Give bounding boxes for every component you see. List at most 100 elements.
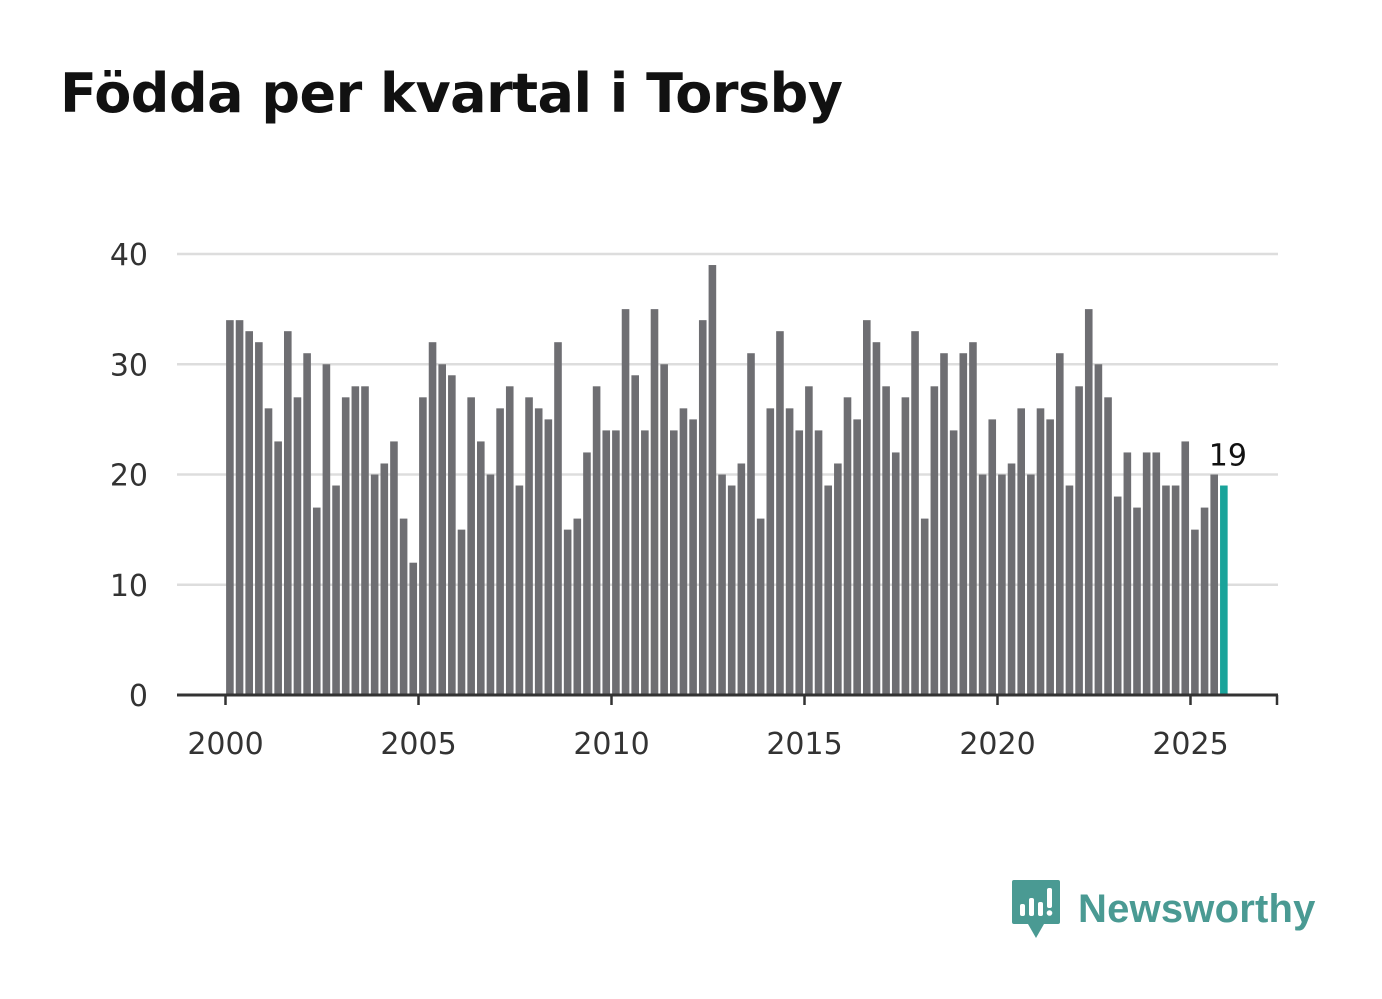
bar xyxy=(1210,474,1218,695)
y-tick-label: 10 xyxy=(110,569,148,604)
bar xyxy=(824,485,832,695)
bar xyxy=(872,342,881,695)
bar xyxy=(698,320,707,695)
bar xyxy=(911,331,919,695)
bar xyxy=(1056,353,1064,695)
bar xyxy=(1191,529,1199,696)
x-tick-label: 2005 xyxy=(380,727,456,762)
bar xyxy=(544,419,553,696)
bar xyxy=(486,474,495,695)
bar xyxy=(998,474,1006,695)
x-tick-label: 2010 xyxy=(573,727,649,762)
x-tick-label: 2025 xyxy=(1152,727,1228,762)
bar xyxy=(670,430,678,695)
bar xyxy=(341,397,350,695)
bar xyxy=(448,375,456,695)
bar xyxy=(766,408,775,695)
bar xyxy=(419,397,427,695)
bar xyxy=(409,562,418,695)
x-tick-label: 2020 xyxy=(959,727,1035,762)
bar xyxy=(727,485,736,695)
gridlines xyxy=(177,252,1278,586)
bar xyxy=(901,397,910,695)
bar xyxy=(563,529,572,696)
newsworthy-logo-icon xyxy=(1012,880,1060,938)
bar xyxy=(795,430,804,695)
brand-logo: Newsworthy xyxy=(1010,878,1316,940)
bar xyxy=(1142,452,1151,695)
bar xyxy=(920,518,929,695)
bar xyxy=(1007,463,1016,695)
bar xyxy=(525,397,533,695)
bar xyxy=(534,408,543,695)
bar xyxy=(1046,419,1054,696)
bar xyxy=(834,463,842,695)
bar xyxy=(477,441,485,695)
bar xyxy=(226,320,234,695)
bar xyxy=(245,331,253,695)
bar xyxy=(612,430,620,695)
bar xyxy=(1094,364,1103,695)
bar xyxy=(776,331,784,695)
bar xyxy=(496,408,504,695)
bar xyxy=(708,265,717,695)
y-tick-label: 30 xyxy=(110,348,148,383)
bar xyxy=(505,386,514,695)
x-tick-label: 2000 xyxy=(187,727,263,762)
brand-name: Newsworthy xyxy=(1078,886,1316,931)
y-tick-label: 40 xyxy=(110,238,148,273)
y-tick-label: 20 xyxy=(110,459,148,494)
bar xyxy=(293,397,302,695)
bar xyxy=(660,364,668,695)
bar xyxy=(312,507,321,695)
bar xyxy=(747,353,755,695)
bar xyxy=(1084,309,1093,696)
bar xyxy=(583,452,591,695)
bar xyxy=(641,430,649,695)
bar xyxy=(785,408,794,695)
bar xyxy=(1133,507,1141,695)
bar xyxy=(1027,474,1035,695)
bar xyxy=(940,353,948,695)
bar xyxy=(679,408,688,695)
bars xyxy=(226,265,1228,696)
bar xyxy=(930,386,939,695)
bar xyxy=(621,309,630,696)
bar xyxy=(438,364,446,695)
bar xyxy=(380,463,389,695)
bar xyxy=(1075,386,1083,695)
bar xyxy=(969,342,977,695)
bar xyxy=(718,474,726,695)
bar xyxy=(689,419,697,696)
bar xyxy=(235,320,244,695)
bar xyxy=(863,320,871,695)
y-tick-label: 0 xyxy=(129,679,148,714)
bar xyxy=(650,309,659,696)
bar xyxy=(457,529,466,696)
bar xyxy=(737,463,746,695)
bar xyxy=(843,397,852,695)
x-tick-label: 2015 xyxy=(766,727,842,762)
bar xyxy=(949,430,958,695)
chart-title: Födda per kvartal i Torsby xyxy=(60,62,843,125)
bar xyxy=(428,342,437,695)
highlight-bar xyxy=(1220,485,1228,695)
bar xyxy=(631,375,639,695)
bar xyxy=(602,430,611,695)
bar xyxy=(554,342,562,695)
bar xyxy=(390,441,398,695)
bar xyxy=(399,518,408,695)
data-label-latest: 19 xyxy=(1209,439,1247,474)
bar xyxy=(756,518,765,695)
bar xyxy=(853,419,861,696)
bar xyxy=(1171,485,1180,695)
bar xyxy=(332,485,340,695)
bar xyxy=(303,353,311,695)
bar xyxy=(467,397,475,695)
bar xyxy=(1017,408,1025,695)
bar xyxy=(988,419,997,696)
bar xyxy=(1200,507,1209,695)
bar xyxy=(1065,485,1074,695)
bar xyxy=(1113,496,1122,695)
bar xyxy=(255,342,263,695)
